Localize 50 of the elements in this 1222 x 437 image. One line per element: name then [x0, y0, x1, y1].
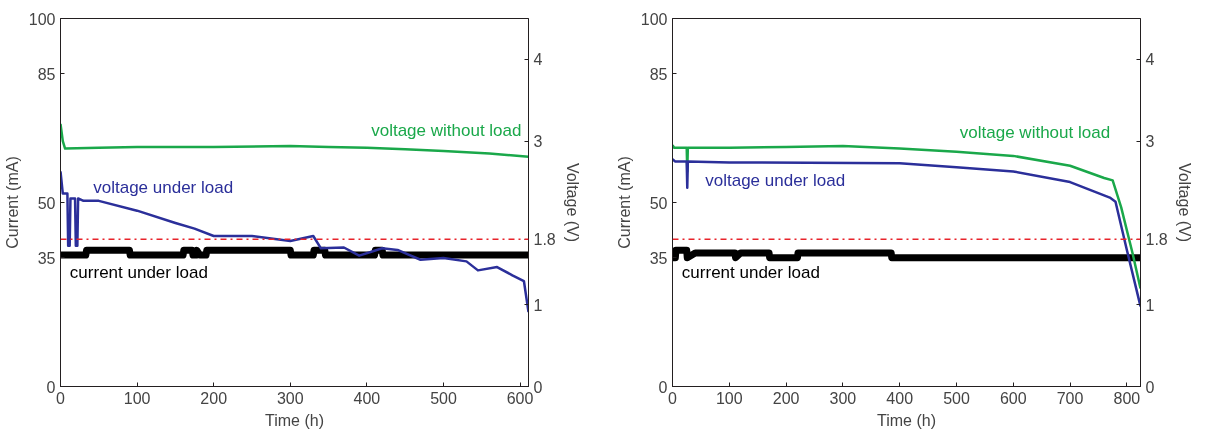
y-tick-label: 0 — [658, 378, 668, 396]
x-tick-label: 600 — [506, 389, 534, 407]
y2-tick-label: 4 — [1145, 51, 1155, 69]
x-tick-label: 600 — [999, 389, 1027, 407]
x-axis-title: Time (h) — [877, 411, 936, 429]
x-tick-label: 200 — [200, 389, 228, 407]
line-series — [60, 170, 529, 314]
y-tick-label: 50 — [37, 194, 56, 212]
series-label: current under load — [681, 262, 820, 282]
y-tick-label: 100 — [28, 10, 56, 28]
y2-tick-label: 0 — [533, 378, 543, 396]
y-tick-label: 85 — [37, 65, 56, 83]
y2-tick-label: 3 — [1145, 133, 1155, 151]
x-tick-label: 300 — [829, 389, 857, 407]
y-axis-title: Current (mA) — [615, 156, 633, 249]
line-series — [672, 157, 1141, 308]
x-tick-label: 200 — [772, 389, 800, 407]
y2-tick-label: 3 — [533, 133, 543, 151]
series-label: voltage without load — [371, 120, 522, 140]
series-label: current under load — [69, 262, 208, 282]
x-tick-label: 400 — [353, 389, 381, 407]
y2-tick-label: 1 — [533, 296, 543, 314]
y-tick-label: 35 — [37, 249, 56, 267]
y2-tick-label: 4 — [533, 51, 543, 69]
y2-axis-title: Voltage (V) — [1175, 162, 1193, 243]
y-tick-label: 0 — [46, 378, 56, 396]
y-tick-label: 35 — [649, 249, 668, 267]
x-tick-label: 300 — [276, 389, 304, 407]
x-tick-label: 100 — [123, 389, 151, 407]
x-tick-label: 400 — [886, 389, 914, 407]
x-tick-label: 800 — [1113, 389, 1141, 407]
y-tick-label: 85 — [649, 65, 668, 83]
series-label: voltage without load — [959, 122, 1111, 142]
y2-tick-label: 1.8 — [533, 231, 556, 249]
series-label: voltage under load — [93, 177, 234, 197]
y2-axis-title: Voltage (V) — [563, 162, 581, 243]
x-axis-title: Time (h) — [265, 411, 324, 429]
y-axis-title: Current (mA) — [3, 156, 21, 249]
y-tick-label: 50 — [649, 194, 668, 212]
y2-tick-label: 0 — [1145, 378, 1155, 396]
x-tick-label: 500 — [943, 389, 970, 407]
x-tick-label: 700 — [1056, 389, 1084, 407]
x-tick-label: 500 — [430, 389, 457, 407]
series-label: voltage under load — [705, 170, 846, 190]
x-tick-label: 100 — [715, 389, 743, 407]
y-tick-label: 100 — [640, 10, 668, 28]
y2-tick-label: 1.8 — [1145, 231, 1168, 249]
line-series — [672, 144, 1141, 290]
line-series — [60, 122, 529, 158]
y2-tick-label: 1 — [1145, 296, 1155, 314]
